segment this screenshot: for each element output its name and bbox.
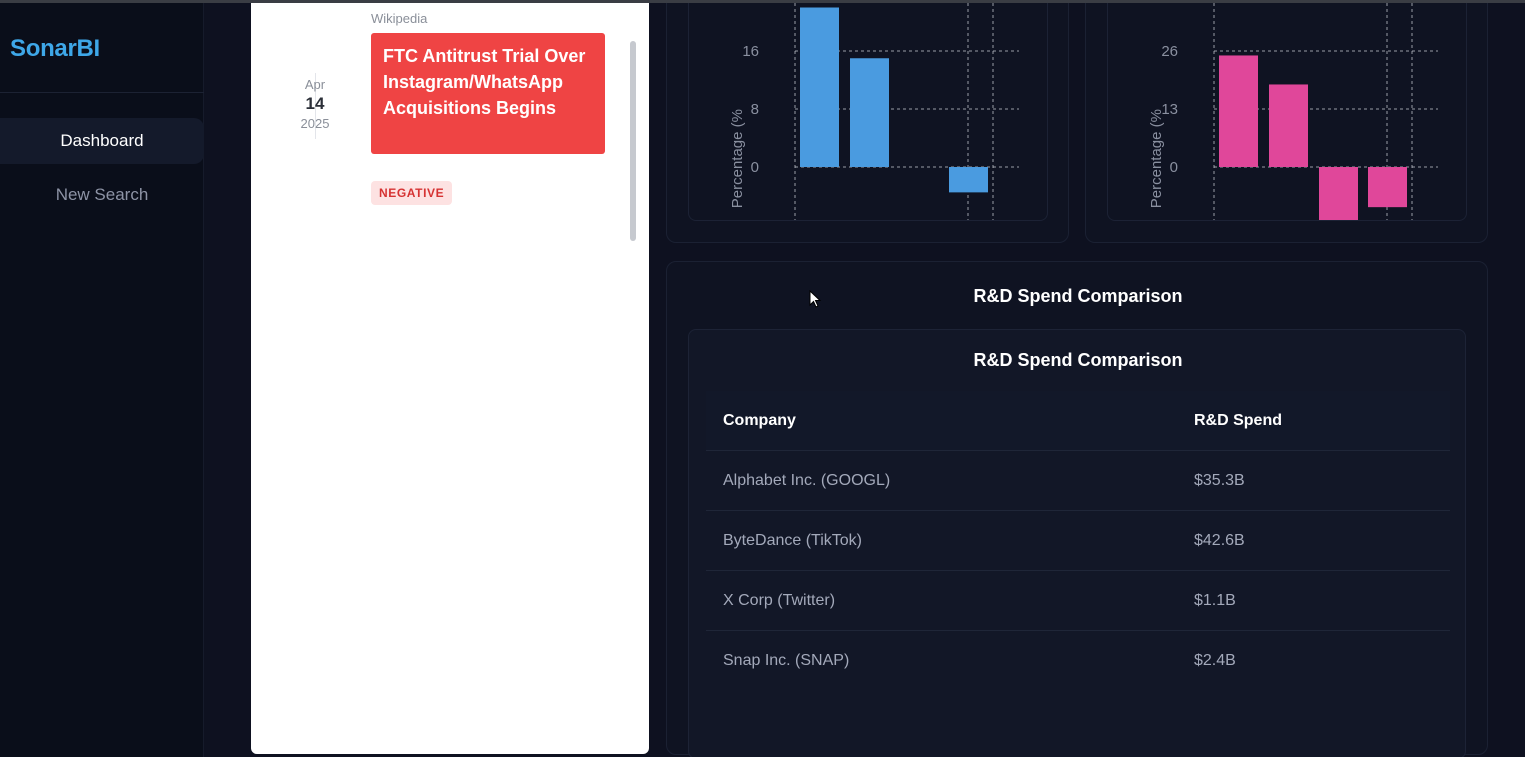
column-header-company[interactable]: Company [723, 412, 796, 429]
sidebar-item-label: New Search [55, 185, 149, 204]
cell-rd-spend: $1.1B [1194, 592, 1236, 609]
table-header-row: Company R&D Spend [706, 391, 1450, 451]
sidebar-divider [0, 92, 204, 93]
sidebar-item-label: Dashboard [60, 131, 144, 150]
event-date-month: Apr [304, 77, 326, 92]
y-axis-label: Percentage (% [729, 109, 746, 208]
window-top-edge [0, 0, 1525, 3]
event-headline: FTC Antitrust Trial Over Instagram/Whats… [383, 46, 586, 118]
table-row: X Corp (Twitter) $1.1B [706, 571, 1450, 631]
bar-chart-2: 26 13 0 -13 Percentage (% [1148, 3, 1438, 221]
y-tick-label: -13 [1156, 217, 1178, 221]
bar [949, 167, 988, 193]
chart-panel-1: 16 8 0 -8 Percentage (% [688, 3, 1048, 221]
timeline-scrollbar[interactable] [630, 41, 636, 241]
event-date-day: 14 [305, 94, 325, 113]
bar [1368, 167, 1407, 208]
cell-company: Alphabet Inc. (GOOGL) [723, 472, 891, 489]
cell-rd-spend: $42.6B [1194, 532, 1245, 549]
bar [1319, 167, 1358, 220]
cell-company: ByteDance (TikTok) [723, 532, 862, 549]
cell-company: X Corp (Twitter) [723, 592, 836, 609]
rd-spend-table-panel: R&D Spend Comparison Company R&D Spend A… [688, 329, 1466, 757]
table-row: Alphabet Inc. (GOOGL) $35.3B [706, 451, 1450, 511]
mouse-cursor-icon [809, 290, 822, 308]
card-title: R&D Spend Comparison [973, 286, 1183, 306]
rd-spend-card: R&D Spend Comparison R&D Spend Compariso… [666, 261, 1488, 757]
table-row: Snap Inc. (SNAP) $2.4B [706, 631, 1450, 691]
chart-card-1: 16 8 0 -8 Percentage (% [666, 3, 1069, 243]
bar [1219, 55, 1258, 167]
event-headline-card[interactable]: FTC Antitrust Trial Over Instagram/Whats… [371, 33, 605, 154]
bar [1269, 84, 1308, 167]
y-axis-label: Percentage (% [1148, 109, 1165, 208]
app-logo[interactable]: SonarBI [10, 35, 100, 62]
chart-panel-2: 26 13 0 -13 Percentage (% [1107, 3, 1467, 221]
timeline-line [315, 73, 316, 139]
event-source: Wikipedia [371, 11, 428, 26]
event-date: Apr 14 2025 [291, 77, 339, 131]
event-date-year: 2025 [300, 116, 330, 131]
y-tick-label: -8 [746, 217, 759, 221]
news-timeline-panel: Wikipedia Apr 14 2025 FTC Antitrust Tria… [251, 3, 649, 754]
sidebar-item-dashboard[interactable]: Dashboard [0, 118, 204, 164]
sentiment-badge: NEGATIVE [371, 181, 453, 205]
y-tick-label: 8 [751, 101, 759, 118]
table-title: R&D Spend Comparison [973, 350, 1183, 370]
y-tick-label: 26 [1161, 43, 1178, 60]
column-header-rd-spend[interactable]: R&D Spend [1194, 412, 1282, 429]
chart-card-2: 26 13 0 -13 Percentage (% [1085, 3, 1488, 243]
sidebar-item-new-search[interactable]: New Search [0, 172, 204, 218]
bar [850, 58, 889, 167]
table-row: ByteDance (TikTok) $42.6B [706, 511, 1450, 571]
scrollbar-thumb[interactable] [630, 41, 636, 241]
y-tick-label: 0 [751, 159, 759, 176]
y-tick-label: 13 [1161, 101, 1178, 118]
y-tick-label: 16 [742, 43, 759, 60]
cell-rd-spend: $2.4B [1194, 652, 1236, 669]
bar [800, 7, 839, 167]
sidebar: SonarBI Dashboard New Search [0, 3, 204, 757]
cell-rd-spend: $35.3B [1194, 472, 1245, 489]
bar-chart-1: 16 8 0 -8 Percentage (% [729, 3, 1019, 221]
cell-company: Snap Inc. (SNAP) [723, 652, 850, 669]
y-tick-label: 0 [1170, 159, 1178, 176]
